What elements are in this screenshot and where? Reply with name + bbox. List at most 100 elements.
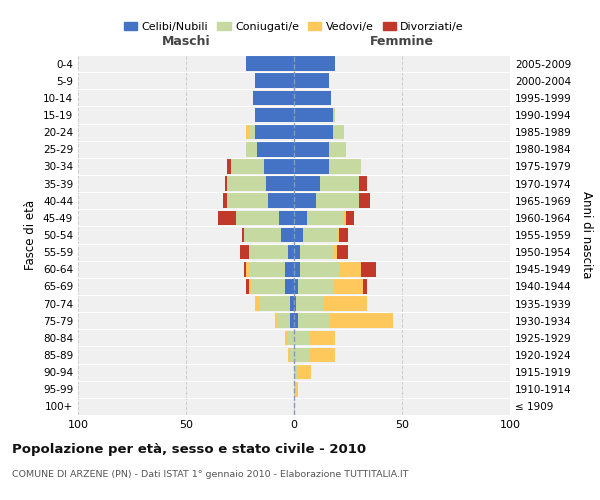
Bar <box>294 365 298 380</box>
Bar <box>344 210 346 225</box>
Bar <box>290 314 294 328</box>
Bar <box>333 245 337 260</box>
Bar <box>247 125 248 140</box>
Bar <box>340 262 361 276</box>
Bar <box>248 262 286 276</box>
Bar <box>255 74 294 88</box>
Bar <box>298 365 311 380</box>
Bar <box>309 330 335 345</box>
Bar <box>363 279 367 293</box>
Legend: Celibi/Nubili, Coniugati/e, Vedovi/e, Divorziati/e: Celibi/Nubili, Coniugati/e, Vedovi/e, Di… <box>119 18 469 36</box>
Bar <box>361 262 376 276</box>
Bar <box>294 176 320 191</box>
Bar <box>329 159 361 174</box>
Bar <box>301 262 340 276</box>
Bar <box>268 194 294 208</box>
Bar <box>333 125 344 140</box>
Bar <box>281 228 294 242</box>
Bar <box>294 296 296 311</box>
Bar <box>247 262 248 276</box>
Y-axis label: Fasce di età: Fasce di età <box>25 200 37 270</box>
Bar <box>294 56 335 71</box>
Bar <box>236 210 279 225</box>
Bar <box>253 90 294 105</box>
Bar <box>302 228 337 242</box>
Bar <box>242 228 244 242</box>
Bar <box>294 314 298 328</box>
Bar <box>329 314 394 328</box>
Bar <box>294 245 301 260</box>
Bar <box>294 90 331 105</box>
Bar <box>294 348 309 362</box>
Bar <box>259 296 290 311</box>
Bar <box>225 176 227 191</box>
Bar <box>227 176 266 191</box>
Bar <box>309 348 335 362</box>
Bar <box>255 108 294 122</box>
Bar <box>248 279 251 293</box>
Text: Maschi: Maschi <box>161 35 211 48</box>
Bar <box>294 159 329 174</box>
Bar <box>301 245 333 260</box>
Bar <box>294 279 298 293</box>
Text: COMUNE DI ARZENE (PN) - Dati ISTAT 1° gennaio 2010 - Elaborazione TUTTITALIA.IT: COMUNE DI ARZENE (PN) - Dati ISTAT 1° ge… <box>12 470 409 479</box>
Bar <box>294 382 296 396</box>
Bar <box>340 228 348 242</box>
Y-axis label: Anni di nascita: Anni di nascita <box>580 192 593 278</box>
Bar <box>298 279 333 293</box>
Bar <box>266 176 294 191</box>
Bar <box>320 176 359 191</box>
Bar <box>286 262 294 276</box>
Bar <box>294 262 301 276</box>
Bar <box>247 279 248 293</box>
Bar <box>287 330 294 345</box>
Bar <box>240 245 248 260</box>
Bar <box>255 125 294 140</box>
Bar <box>248 245 287 260</box>
Bar <box>287 348 290 362</box>
Bar <box>248 125 255 140</box>
Bar <box>244 228 281 242</box>
Bar <box>218 210 236 225</box>
Bar <box>316 194 359 208</box>
Bar <box>359 176 367 191</box>
Bar <box>257 142 294 156</box>
Bar <box>286 330 287 345</box>
Bar <box>255 296 259 311</box>
Text: Femmine: Femmine <box>370 35 434 48</box>
Bar <box>247 56 294 71</box>
Bar <box>337 245 348 260</box>
Bar <box>244 262 247 276</box>
Text: Popolazione per età, sesso e stato civile - 2010: Popolazione per età, sesso e stato civil… <box>12 442 366 456</box>
Bar <box>296 296 324 311</box>
Bar <box>294 210 307 225</box>
Bar <box>232 159 264 174</box>
Bar <box>298 314 329 328</box>
Bar <box>264 159 294 174</box>
Bar <box>294 74 329 88</box>
Bar <box>337 228 340 242</box>
Bar <box>277 314 290 328</box>
Bar <box>223 194 227 208</box>
Bar <box>247 142 257 156</box>
Bar <box>227 159 232 174</box>
Bar <box>329 142 346 156</box>
Bar <box>279 210 294 225</box>
Bar <box>227 194 268 208</box>
Bar <box>286 279 294 293</box>
Bar <box>333 108 335 122</box>
Bar <box>359 194 370 208</box>
Bar <box>294 142 329 156</box>
Bar <box>294 125 333 140</box>
Bar <box>275 314 277 328</box>
Bar <box>290 296 294 311</box>
Bar <box>251 279 286 293</box>
Bar <box>333 279 363 293</box>
Bar <box>307 210 344 225</box>
Bar <box>290 348 294 362</box>
Bar <box>324 296 367 311</box>
Bar <box>294 330 309 345</box>
Bar <box>294 228 302 242</box>
Bar <box>296 382 298 396</box>
Bar <box>294 194 316 208</box>
